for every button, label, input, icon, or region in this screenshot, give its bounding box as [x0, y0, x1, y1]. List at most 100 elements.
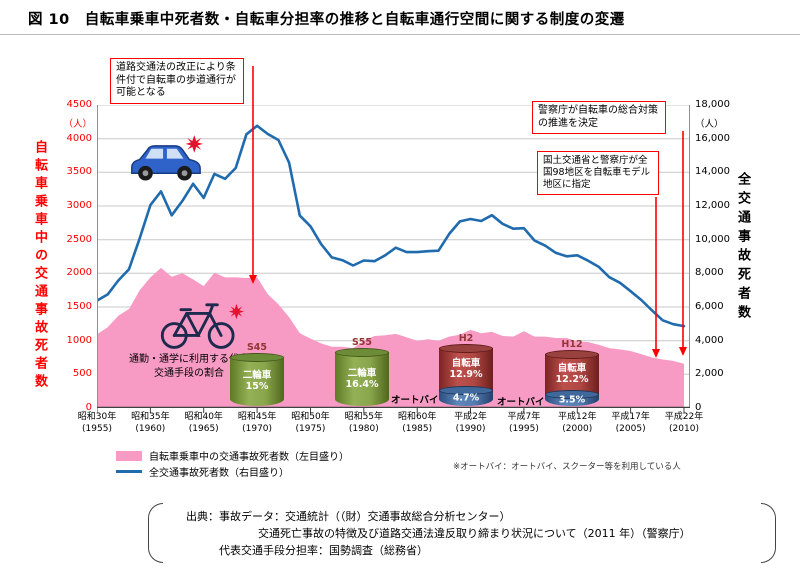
- annotation-road-traffic-law: 道路交通法の改正により条件付で自転車の歩道通行が可能となる: [110, 58, 244, 104]
- left-axis-tick-label: 3500: [66, 166, 92, 178]
- segment-value: 12.9%: [449, 369, 483, 381]
- right-axis-tick-label: 2,000: [695, 368, 724, 380]
- crash-star-icon: [228, 303, 245, 320]
- right-axis-unit: （人）: [695, 119, 724, 130]
- cylinder-segment-motorbike: 4.7%: [439, 386, 493, 406]
- era-label: 昭和45年: [237, 412, 277, 422]
- right-axis-tick-label: 8,000: [695, 267, 724, 279]
- legend-label: 全交通事故死者数（右目盛り）: [149, 468, 289, 479]
- right-paren-bracket: [761, 503, 776, 563]
- x-axis-tick-label: 昭和50年 (1975): [283, 412, 337, 435]
- left-axis-tick-label: 4000: [66, 132, 92, 144]
- x-axis-tick-label: 昭和55年 (1980): [337, 412, 391, 435]
- x-axis-tick-label: 平成7年 (1995): [497, 412, 551, 435]
- title-divider: [0, 34, 800, 35]
- cylinder-cap: [545, 390, 599, 400]
- cylinder-cap: [335, 347, 389, 357]
- year-label: (2000): [562, 423, 593, 434]
- cylinder-segment-text: 4.7%: [439, 393, 493, 404]
- x-axis-tick-label: 昭和45年 (1970): [230, 412, 284, 435]
- bicycle-frame: [160, 303, 235, 349]
- legend-item-line: 全交通事故死者数（右目盛り）: [116, 464, 289, 479]
- era-label: 平成12年: [558, 412, 597, 422]
- year-label: (1995): [508, 423, 539, 434]
- left-paren-bracket: [148, 503, 163, 563]
- x-axis-tick-label: 昭和40年 (1965): [177, 412, 231, 435]
- source-line: 代表交通手段分担率：国勢調査（総務省）: [219, 544, 428, 557]
- cylinder-segment-text: 自転車 12.2%: [545, 363, 599, 385]
- legend-item-area: 自転車乗車中の交通事故死者数（左目盛り）: [116, 448, 349, 463]
- car-hubcap: [142, 170, 149, 177]
- segment-value: 15%: [245, 381, 269, 393]
- area-legend-swatch: [116, 450, 142, 461]
- modal-share-cylinder-H12: H12 自転車 12.2% 3.5%: [545, 339, 599, 406]
- right-axis-tick-label: 14,000: [695, 166, 730, 178]
- motorbike-side-label: オートバイ: [497, 397, 545, 409]
- figure-title: 図 10 自転車乗車中死者数・自転車分担率の推移と自転車通行空間に関する制度の変…: [28, 12, 625, 28]
- car-icon: [131, 135, 204, 181]
- cylinder-segment-text: 二輪車 16.4%: [335, 368, 389, 390]
- left-axis-tick-label: 3000: [66, 200, 92, 211]
- x-axis-tick-label: 平成2年 (1990): [444, 412, 498, 435]
- segment-value: 4.7%: [452, 392, 480, 404]
- crash-star-icon: [185, 135, 204, 153]
- modal-share-cylinder-S45: S45 二輪車 15%: [230, 342, 284, 406]
- year-label: (1990): [455, 423, 486, 434]
- cylinder-segment-text: 3.5%: [545, 395, 599, 406]
- total-deaths-line: [97, 124, 686, 328]
- year-label: (1960): [135, 423, 166, 434]
- x-axis-tick-label: 昭和30年 (1955): [70, 412, 124, 435]
- year-label: (1965): [188, 423, 219, 434]
- era-label: 平成2年: [454, 412, 487, 422]
- bicycle-icon: [160, 303, 245, 349]
- x-axis-tick-label: 昭和35年 (1960): [123, 412, 177, 435]
- motorbike-side-label: オートバイ: [391, 395, 439, 407]
- era-label: 昭和55年: [344, 412, 384, 422]
- cylinder-cap: [439, 386, 493, 396]
- annotation-model-districts: 国土交通省と警察庁が全国98地区を自転車モデル地区に指定: [537, 151, 659, 195]
- right-axis-title: 全交通事故死者数: [735, 172, 750, 324]
- year-label: (2005): [615, 423, 646, 434]
- cylinder-cap: [230, 352, 284, 362]
- cylinder-cap: [439, 343, 493, 353]
- cylinder-era-label: S55: [351, 336, 373, 348]
- right-axis-tick-label: 4,000: [695, 334, 724, 346]
- year-label: (1985): [402, 423, 433, 434]
- segment-name: 二輪車: [347, 367, 377, 379]
- cylinder-segment-自転車: 自転車 12.2%: [545, 350, 599, 395]
- left-axis-unit: （人）: [63, 119, 92, 130]
- left-axis-tick-label: 4500: [66, 99, 92, 110]
- line-legend-swatch: [116, 470, 142, 473]
- segment-name: 二輪車: [242, 370, 272, 382]
- cylinder-era-label: S45: [246, 341, 268, 353]
- left-axis-tick-label: 1500: [66, 301, 92, 312]
- era-label: 昭和60年: [397, 412, 437, 422]
- footnote-motorbike: ※オートバイ：オートバイ、スクーター等を利用している人: [453, 462, 681, 472]
- right-axis-tick-label: 12,000: [695, 200, 730, 211]
- left-axis-tick-label: 2500: [66, 233, 92, 245]
- x-axis-tick-label: 平成22年 (2010): [657, 412, 711, 435]
- segment-name: 自転車: [451, 358, 481, 370]
- era-label: 平成7年: [507, 412, 541, 422]
- cylinder-segment-text: 二輪車 15%: [230, 370, 284, 392]
- segment-value: 3.5%: [558, 394, 586, 406]
- left-axis-tick-label: 500: [72, 368, 92, 380]
- car-window: [145, 148, 164, 159]
- x-axis-tick-label: 平成12年 (2000): [550, 412, 604, 435]
- modal-share-cylinder-H2: H2 自転車 12.9% 4.7%: [439, 333, 493, 406]
- era-label: 平成22年: [664, 412, 704, 422]
- cylinder-era-label: H12: [561, 339, 583, 351]
- segment-value: 16.4%: [345, 378, 379, 390]
- cylinder-segment-二輪車: 二輪車 16.4%: [335, 347, 389, 406]
- era-label: 昭和30年: [77, 412, 117, 422]
- x-axis-tick-label: 平成17年 (2005): [604, 412, 658, 435]
- modal-share-caption: 通勤・通学に利用する代表交通手段の割合: [129, 354, 249, 379]
- x-axis-tick-label: 昭和60年 (1985): [390, 412, 444, 435]
- right-axis-tick-label: 16,000: [695, 132, 730, 144]
- year-label: (1980): [348, 423, 379, 434]
- source-lines: 出典：事故データ：交通統計（（財）交通事故総合分析センター） 交通死亡事故の特徴…: [186, 508, 691, 559]
- era-label: 昭和50年: [291, 412, 330, 422]
- car-hubcap: [181, 170, 188, 177]
- source-line: 出典：事故データ：交通統計（（財）交通事故総合分析センター）: [186, 510, 511, 523]
